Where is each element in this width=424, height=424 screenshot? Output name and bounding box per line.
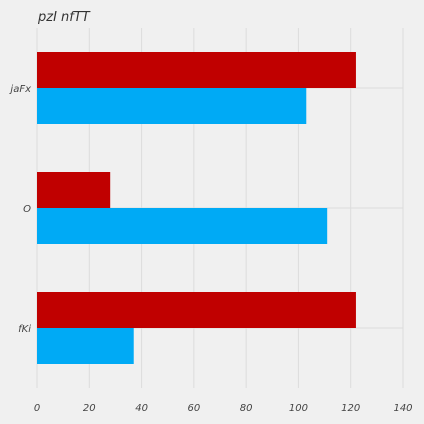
- x-tick-label: 20: [83, 403, 96, 414]
- y-tick-label: jaFx: [8, 84, 31, 95]
- y-tick-label: O: [23, 204, 31, 215]
- x-tick-label: 140: [393, 403, 412, 414]
- y-tick-label: fKi: [18, 324, 31, 335]
- x-tick-labels: 0 20 40 60 80 100 120 140: [34, 403, 413, 414]
- bar-O-series-1: [37, 172, 111, 208]
- bar-jaFx-series-2: [37, 88, 307, 124]
- bar-O-series-2: [37, 208, 328, 244]
- bars: [37, 52, 356, 364]
- x-tick-label: 120: [341, 403, 360, 414]
- chart-title: pzI nfTT: [37, 10, 91, 25]
- bar-fKi-series-1: [37, 292, 356, 328]
- x-tick-label: 100: [289, 403, 308, 414]
- bar-jaFx-series-1: [37, 52, 356, 88]
- x-tick-label: 0: [34, 403, 40, 414]
- x-tick-label: 80: [240, 403, 253, 414]
- x-tick-label: 40: [135, 403, 148, 414]
- x-tick-label: 60: [187, 403, 200, 414]
- bar-fKi-series-2: [37, 328, 134, 364]
